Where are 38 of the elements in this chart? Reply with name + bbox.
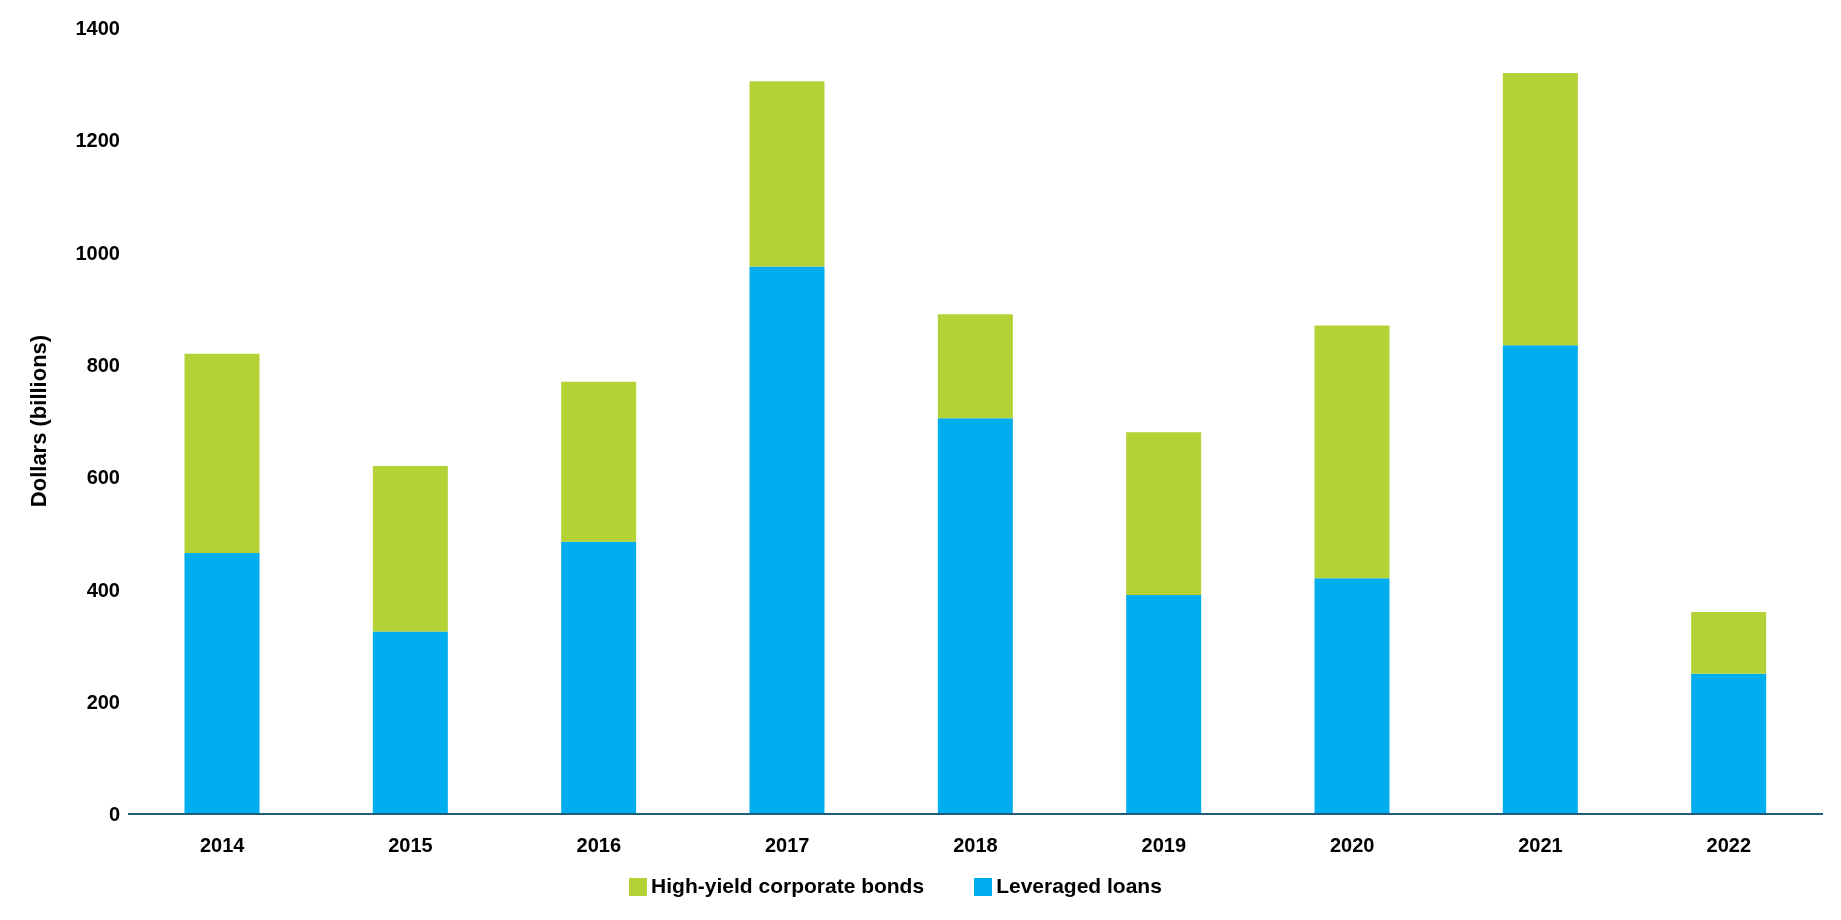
bar	[1691, 611, 1767, 674]
x-tick-label: 2018	[953, 834, 998, 857]
bar	[1502, 345, 1578, 814]
bar	[1502, 72, 1578, 346]
x-tick-label: 2022	[1706, 834, 1752, 857]
x-tick-label: 2016	[576, 834, 622, 857]
bar	[749, 81, 825, 267]
bar	[937, 314, 1013, 419]
y-tick-label: 600	[86, 466, 120, 489]
legend-label: Leveraged loans	[996, 874, 1162, 897]
bar	[1314, 325, 1390, 579]
bar	[184, 552, 260, 814]
x-tick-label: 2019	[1141, 834, 1187, 857]
bar	[937, 418, 1013, 814]
bar	[1126, 432, 1202, 596]
bar	[1691, 673, 1767, 814]
bar	[561, 381, 637, 542]
bar	[184, 353, 260, 553]
y-tick-label: 800	[86, 353, 120, 376]
legend-label: High-yield corporate bonds	[651, 874, 925, 897]
x-tick-label: 2020	[1329, 834, 1375, 857]
y-tick-label: 1000	[75, 241, 120, 264]
x-tick-label: 2014	[199, 834, 246, 857]
y-tick-label: 0	[108, 803, 120, 826]
x-tick-label: 2015	[388, 834, 433, 857]
y-axis-title: Dollars (billions)	[25, 334, 51, 508]
bar	[561, 541, 637, 814]
bar	[749, 266, 825, 814]
y-tick-label: 1400	[75, 17, 120, 40]
bar	[372, 631, 448, 814]
bar	[1126, 595, 1202, 814]
bar	[1314, 578, 1390, 814]
bar	[372, 465, 448, 632]
y-tick-label: 200	[86, 690, 120, 713]
x-tick-label: 2017	[764, 834, 810, 857]
x-tick-label: 2021	[1518, 834, 1563, 857]
y-tick-label: 1200	[75, 129, 120, 152]
y-tick-label: 400	[86, 578, 120, 601]
